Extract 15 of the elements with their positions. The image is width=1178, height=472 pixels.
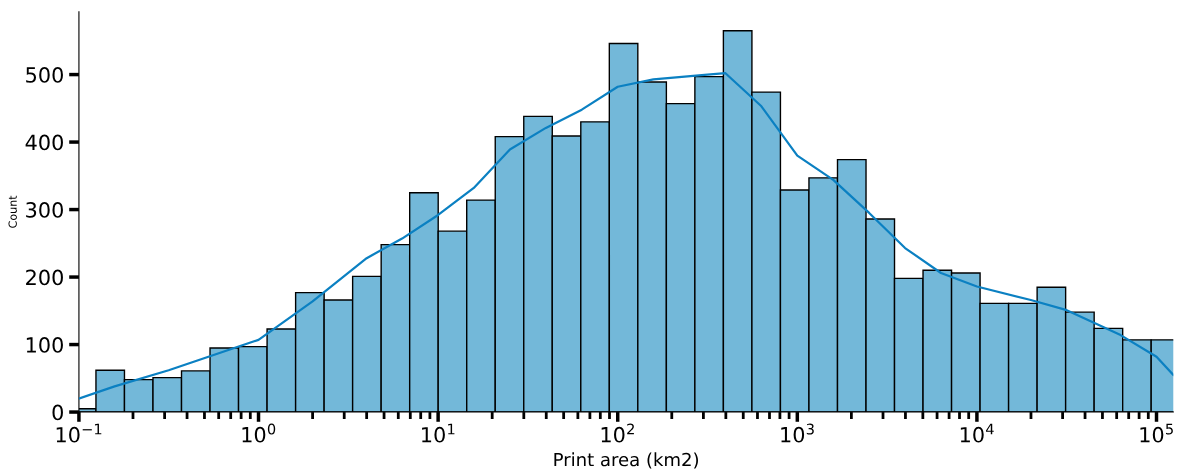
y-axis-title: Count — [8, 195, 17, 228]
x-axis-title: Print area (km2) — [554, 452, 698, 469]
y-tick-label: 200 — [26, 269, 63, 286]
y-tick-label: 400 — [25, 134, 63, 151]
x-tick-label: 10$^{0}$ — [242, 423, 276, 443]
x-tick-label: 10$^{1}$ — [422, 423, 455, 443]
x-tick-label: 10$^{−1}$ — [56, 423, 102, 443]
y-tick-label: 500 — [26, 67, 63, 83]
x-tick-label: 10$^{2}$ — [601, 423, 634, 443]
y-tick-label: 0 — [52, 404, 63, 421]
x-tick-label: 10$^{4}$ — [960, 423, 994, 443]
y-tick-label: 300 — [26, 202, 63, 218]
x-tick-label: 10$^{3}$ — [781, 423, 814, 443]
x-tick-label: 10$^{5}$ — [1140, 423, 1173, 443]
y-tick-label: 100 — [26, 337, 63, 353]
